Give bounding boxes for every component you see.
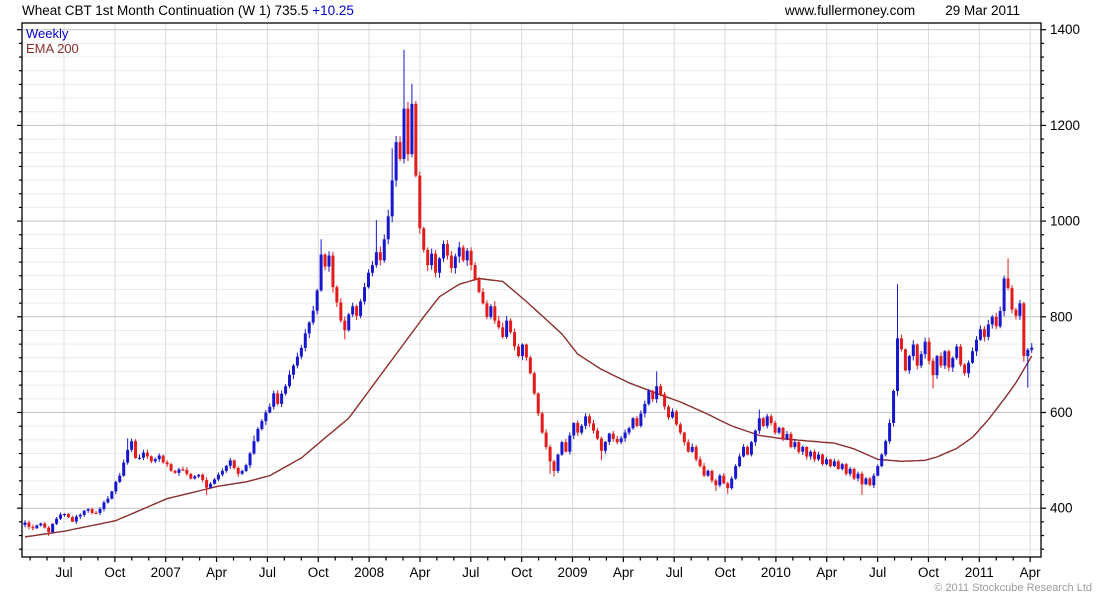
gridlines-horizontal-major [22,29,1041,509]
chart-date: 29 Mar 2011 [945,3,1020,18]
x-axis-label: Oct [308,565,329,580]
x-axis-label: Apr [409,565,431,580]
y-axis-label: 1200 [1050,118,1080,133]
y-axis-labels: 400 600 800 1000 1200 1400 [1050,22,1080,515]
axis-ticks [17,29,1046,562]
x-axis-label: Apr [206,565,228,580]
copyright-notice: © 2011 Stockcube Research Ltd [934,582,1092,594]
x-axis-label: 2011 [965,565,994,580]
candles-layer [23,49,1034,536]
ema-200-line [24,277,1033,538]
last-price: 735.5 [274,3,309,18]
x-axis-label: Oct [104,565,125,580]
y-axis-label: 1400 [1050,22,1080,37]
y-axis-label: 400 [1050,501,1073,516]
y-axis-label: 600 [1050,405,1073,420]
x-axis-label: Jul [462,565,479,580]
x-axis-label: Jul [666,565,683,580]
x-axis-label: Oct [511,565,532,580]
x-axis-label: Oct [918,565,939,580]
x-axis-label: Oct [715,565,736,580]
legend-series-weekly: Weekly [26,26,69,41]
x-axis-label: Jul [55,565,72,580]
x-axis-label: Apr [1020,565,1042,580]
x-axis-label: 2008 [354,565,384,580]
x-axis-label: Apr [613,565,635,580]
x-axis-label: 2010 [761,565,791,580]
y-axis-label: 800 [1050,309,1073,324]
legend-overlay-ema200: EMA 200 [26,41,79,56]
x-axis-label: Jul [259,565,276,580]
x-axis-label: Apr [816,565,838,580]
chart-legend: Weekly EMA 200 [26,26,79,56]
gridlines-vertical [63,23,1031,557]
gridlines-horizontal-minor [22,42,1041,550]
instrument-name: Wheat CBT 1st Month Continuation (W 1) [22,3,271,18]
x-axis-label: 2009 [557,565,587,580]
x-axis-labels: Jul Oct 2007 Apr Jul Oct 2008 Apr Jul Oct 2009 Apr J… [55,565,1041,580]
page-title: Wheat CBT 1st Month Continuation (W 1) 7… [22,3,354,18]
site-url: www.fullermoney.com [784,3,916,18]
y-axis-label: 1000 [1050,214,1080,229]
x-axis-label: Jul [869,565,886,580]
plot-frame [21,22,1042,558]
title-bar: Wheat CBT 1st Month Continuation (W 1) 7… [22,3,1078,21]
price-change: +10.25 [312,3,354,18]
source-and-date: www.fullermoney.com 29 Mar 2011 [785,3,1020,18]
x-axis-label: 2007 [151,565,181,580]
